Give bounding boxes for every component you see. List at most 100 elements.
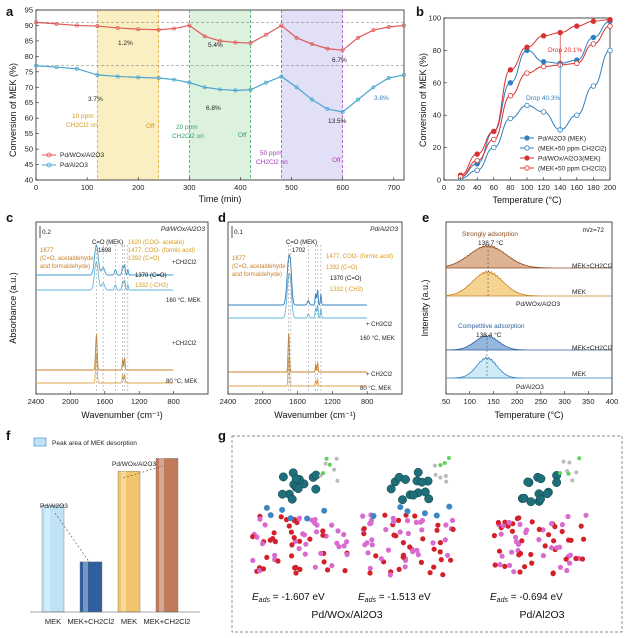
molecule-atom bbox=[438, 475, 443, 480]
drop-label: 5.4% bbox=[208, 42, 223, 49]
atom bbox=[550, 570, 556, 576]
data-point bbox=[202, 34, 207, 39]
trace-label: + CH2Cl2 bbox=[366, 322, 393, 328]
x-tick-label: 160 bbox=[571, 183, 584, 192]
atom bbox=[405, 530, 411, 537]
atom bbox=[318, 550, 324, 557]
atom bbox=[307, 536, 313, 542]
panel-a-frame bbox=[35, 9, 405, 181]
molecule-atom bbox=[442, 461, 447, 465]
trace-label: MEK bbox=[572, 289, 587, 296]
molecule-atom bbox=[323, 461, 328, 466]
atom bbox=[559, 528, 565, 535]
peak-label: (C=O, acetaldehyde bbox=[40, 256, 94, 262]
trace-label: 80 °C, MEK bbox=[166, 379, 197, 385]
trend-line bbox=[122, 465, 164, 479]
w-atom bbox=[421, 510, 428, 517]
region-label: 10 ppm bbox=[72, 113, 94, 120]
bar-label: MEK bbox=[121, 617, 137, 626]
atom bbox=[492, 562, 498, 568]
x-tick-label: 400 bbox=[606, 397, 619, 406]
catalyst-label: Pd/Al2O3 bbox=[370, 226, 398, 233]
atom bbox=[516, 515, 522, 521]
atom bbox=[444, 552, 451, 558]
legend-label: Peak area of MEK desorption bbox=[52, 440, 137, 447]
mz-label: m/z=72 bbox=[583, 227, 605, 234]
data-point bbox=[386, 76, 391, 80]
peak-label: 1392 (C=O) bbox=[326, 265, 358, 271]
molecule-atom bbox=[566, 471, 571, 476]
atom bbox=[262, 522, 268, 528]
atom bbox=[303, 541, 309, 547]
data-point bbox=[574, 112, 580, 118]
compet-temp: 136.4 °C bbox=[476, 331, 502, 339]
pd-atom bbox=[311, 484, 321, 494]
panel-g-letter: g bbox=[218, 428, 226, 443]
ir-trace bbox=[36, 333, 174, 371]
data-point bbox=[248, 41, 253, 46]
data-point bbox=[34, 63, 38, 68]
atom bbox=[517, 521, 523, 528]
atom bbox=[396, 566, 402, 573]
peak-label: 1677 bbox=[232, 256, 246, 262]
trace-label: 80 °C, MEK bbox=[360, 386, 391, 392]
data-point bbox=[233, 88, 238, 93]
atom bbox=[387, 572, 393, 578]
panel-f: f Peak area of MEK desorption MEK MEK+CH2… bbox=[6, 428, 200, 626]
data-point bbox=[507, 80, 514, 86]
data-point bbox=[156, 76, 161, 80]
caption: Pd/Al2O3 bbox=[520, 609, 565, 621]
atom bbox=[393, 533, 399, 539]
x-tick-label: 250 bbox=[535, 397, 548, 406]
atom bbox=[448, 557, 454, 563]
data-point bbox=[491, 136, 497, 143]
tpd-peak bbox=[445, 270, 612, 297]
atom bbox=[431, 546, 437, 552]
atom bbox=[335, 528, 341, 534]
atom bbox=[367, 570, 373, 576]
atom bbox=[336, 544, 342, 550]
bar-label: MEK+CH2Cl2 bbox=[144, 617, 191, 626]
x-tick-label: 140 bbox=[554, 183, 567, 192]
atom bbox=[502, 563, 508, 570]
atom bbox=[278, 514, 284, 520]
atom bbox=[391, 519, 397, 525]
data-point bbox=[574, 60, 580, 67]
pd-atom bbox=[291, 474, 301, 484]
legend-swatch bbox=[33, 437, 47, 447]
atom bbox=[427, 570, 433, 576]
atom bbox=[511, 569, 517, 575]
atom bbox=[507, 562, 513, 569]
atom bbox=[250, 557, 256, 564]
series-line bbox=[460, 49, 611, 179]
atom bbox=[296, 516, 302, 522]
panel-a-xlabel: Time (min) bbox=[199, 194, 242, 204]
molecule-atom bbox=[321, 471, 326, 476]
atom bbox=[321, 559, 327, 565]
x-tick-label: 1600 bbox=[96, 397, 113, 406]
atom bbox=[506, 519, 512, 526]
series-line bbox=[460, 20, 611, 178]
legend-marker bbox=[46, 152, 52, 158]
y-tick-label: 100 bbox=[428, 14, 441, 23]
atom bbox=[342, 568, 348, 574]
pd-atom bbox=[386, 484, 396, 494]
atom bbox=[344, 539, 350, 545]
atom bbox=[548, 521, 555, 527]
data-point bbox=[172, 26, 176, 31]
atom bbox=[495, 519, 501, 526]
pd-atom bbox=[413, 467, 423, 477]
pd-atom bbox=[398, 495, 407, 505]
pd-atom bbox=[536, 494, 545, 504]
tpd-peak bbox=[445, 244, 612, 269]
x-tick-label: 50 bbox=[442, 397, 450, 406]
atom bbox=[270, 536, 276, 542]
atom bbox=[383, 527, 389, 533]
atom bbox=[344, 551, 350, 558]
atom bbox=[362, 542, 368, 548]
atom bbox=[513, 534, 519, 540]
atom bbox=[440, 572, 446, 578]
peak-label: 1370 (C=O) bbox=[330, 276, 362, 282]
data-point bbox=[524, 44, 530, 50]
atom bbox=[325, 567, 331, 573]
